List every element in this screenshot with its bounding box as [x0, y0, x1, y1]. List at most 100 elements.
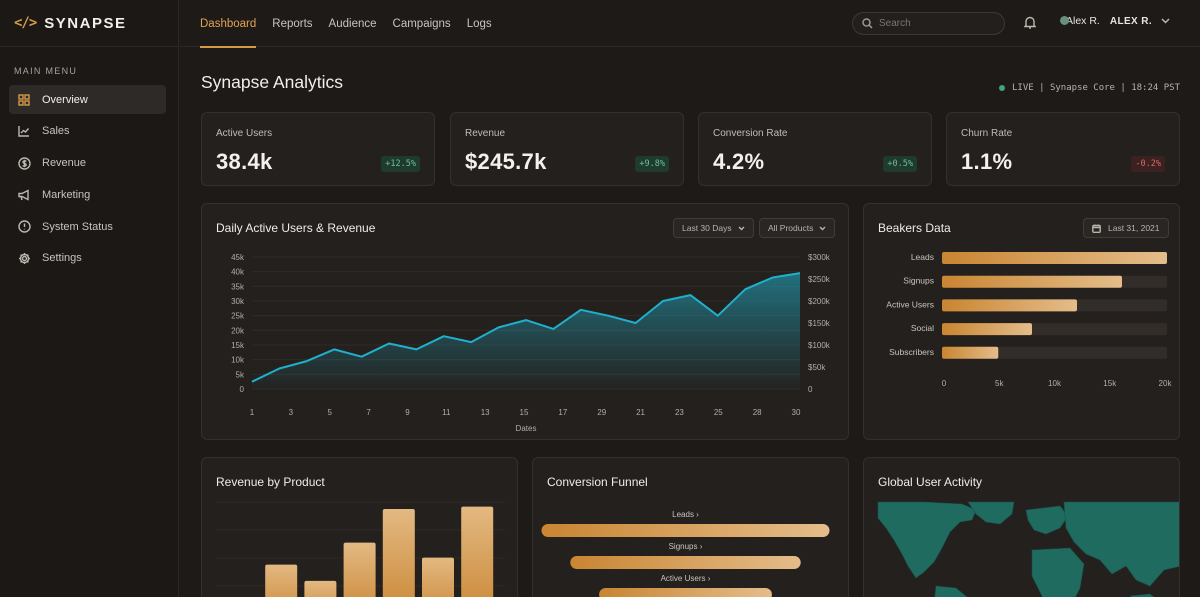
kpi-delta-badge: +9.8% — [635, 156, 669, 172]
kpi-delta-badge: +0.5% — [883, 156, 917, 172]
user-menu[interactable]: Alex R. ALEX R. — [1060, 15, 1170, 27]
x-tick-label: 30 — [792, 408, 801, 417]
notifications-button[interactable] — [1023, 16, 1037, 34]
revenue-product-chart — [216, 501, 505, 597]
bar-label: Social — [911, 323, 934, 333]
kpi-delta-badge: +12.5% — [381, 156, 420, 172]
tab-dashboard[interactable]: Dashboard — [200, 0, 257, 48]
x-tick-label: 0 — [942, 379, 947, 388]
bar-label: Signups — [903, 276, 934, 286]
funnel-bar — [599, 588, 772, 597]
funnel-stage-label: Leads › — [672, 510, 699, 519]
map-region-indonesia — [1129, 593, 1155, 597]
brand-name: SYNAPSE — [44, 14, 127, 32]
user-name: ALEX R. — [1109, 15, 1153, 27]
bar-label: Active Users — [886, 299, 934, 309]
map-region-greenland — [967, 501, 1015, 525]
alert-circle-icon — [17, 220, 31, 234]
y-tick-label: 45k — [231, 253, 245, 262]
y-tick-label: 35k — [231, 282, 245, 291]
bar-label: Subscribers — [889, 347, 934, 357]
nav-tabs: Dashboard Reports Audience Campaigns Log… — [200, 0, 508, 48]
tab-reports[interactable]: Reports — [272, 17, 313, 30]
live-dot — [999, 85, 1006, 91]
kpi-value: 1.1% — [961, 149, 1013, 174]
chevron-down-icon — [738, 226, 745, 230]
bar — [942, 346, 999, 359]
sidebar-item-marketing[interactable]: Marketing — [9, 180, 166, 209]
x-tick-label: 20k — [1159, 379, 1173, 388]
sidebar-item-overview[interactable]: Overview — [9, 85, 166, 114]
status-indicator: LIVE | Synapse Core | 18:24 PST — [999, 83, 1180, 93]
sidebar-item-revenue[interactable]: Revenue — [9, 149, 166, 178]
x-tick-label: 23 — [675, 408, 684, 417]
beakers-data-card: Beakers Data Last 31, 2021 Leads Signups A… — [863, 203, 1180, 440]
search-input[interactable] — [879, 18, 989, 29]
x-tick-label: 5 — [327, 408, 332, 417]
calendar-icon — [1092, 224, 1101, 233]
search-box[interactable] — [852, 12, 1005, 35]
world-map[interactable] — [864, 458, 1180, 597]
kpi-value: 38.4k — [216, 149, 273, 174]
funnel-bar — [570, 556, 801, 569]
sidebar-item-settings[interactable]: Settings — [9, 244, 166, 273]
sidebar-item-label: Overview — [42, 93, 88, 106]
bar — [942, 323, 1032, 336]
map-region-africa — [1031, 547, 1085, 597]
x-tick-label: 25 — [714, 408, 723, 417]
map-region-south-america — [934, 585, 968, 597]
sidebar-item-system-status[interactable]: System Status — [9, 212, 166, 241]
x-tick-label: 7 — [366, 408, 371, 417]
daily-users-chart: 0 5k 10k 15k 20k 25k 30k 35k 40k 45k 0 $50k $100k $15… — [231, 253, 831, 433]
bell-icon — [1023, 16, 1037, 29]
y-tick-label: 30k — [231, 297, 245, 306]
trend-icon — [17, 124, 31, 138]
bar-label: Leads — [911, 252, 934, 262]
date-range-value: Last 30 Days — [682, 223, 732, 233]
tab-audience[interactable]: Audience — [328, 17, 377, 30]
x-tick-label: 29 — [597, 408, 606, 417]
brand[interactable]: </> SYNAPSE — [0, 0, 178, 47]
y2-tick-label: $150k — [808, 319, 831, 328]
x-tick-label: 10k — [1048, 379, 1062, 388]
funnel-bar — [541, 524, 830, 537]
sidebar: </> SYNAPSE MAIN MENU Overview Sales Rev… — [0, 0, 179, 597]
tab-campaigns[interactable]: Campaigns — [392, 17, 451, 30]
sidebar-item-sales[interactable]: Sales — [9, 117, 166, 146]
product-dropdown[interactable]: All Products — [759, 218, 836, 238]
y-tick-label: 20k — [231, 326, 245, 335]
kpi-label: Churn Rate — [961, 128, 1013, 139]
funnel-stage-label: Active Users › — [661, 574, 711, 583]
card-title: Daily Active Users & Revenue — [216, 221, 376, 235]
megaphone-icon — [17, 188, 31, 202]
x-tick-label: 28 — [753, 408, 762, 417]
revenue-by-product-card: Revenue by Product — [201, 457, 518, 597]
date-filter-value: Last 31, 2021 — [1108, 223, 1160, 233]
card-title: Global User Activity — [878, 475, 983, 489]
sidebar-item-label: Sales — [42, 125, 70, 138]
product-value: All Products — [768, 223, 814, 233]
tab-logs[interactable]: Logs — [466, 17, 492, 30]
x-tick-label: 21 — [636, 408, 645, 417]
funnel-chart: Leads › Signups › Active Users › — [541, 510, 830, 597]
x-tick-label: 9 — [405, 408, 410, 417]
kpi-delta-badge: -0.2% — [1131, 156, 1165, 172]
bar — [382, 508, 415, 597]
page-title: Synapse Analytics — [201, 72, 344, 92]
bar — [343, 542, 376, 597]
x-tick-label: 17 — [558, 408, 567, 417]
gear-icon — [17, 251, 31, 265]
conversion-funnel-card: Conversion Funnel Leads › Signups › Active… — [532, 457, 849, 597]
area-fill — [252, 273, 800, 389]
date-range-dropdown[interactable]: Last 30 Days — [673, 218, 754, 238]
x-tick-label: 3 — [289, 408, 294, 417]
code-icon: </> — [14, 15, 37, 31]
kpi-card-churn-rate: Churn Rate 1.1% -0.2% — [946, 112, 1180, 186]
bar — [942, 275, 1122, 288]
x-tick-label: 13 — [481, 408, 490, 417]
y-tick-label: 10k — [231, 356, 245, 365]
date-filter-button[interactable]: Last 31, 2021 — [1083, 218, 1169, 238]
map-region-asia — [1063, 501, 1179, 587]
y2-tick-label: 0 — [808, 385, 813, 394]
x-tick-label: 11 — [442, 408, 451, 417]
